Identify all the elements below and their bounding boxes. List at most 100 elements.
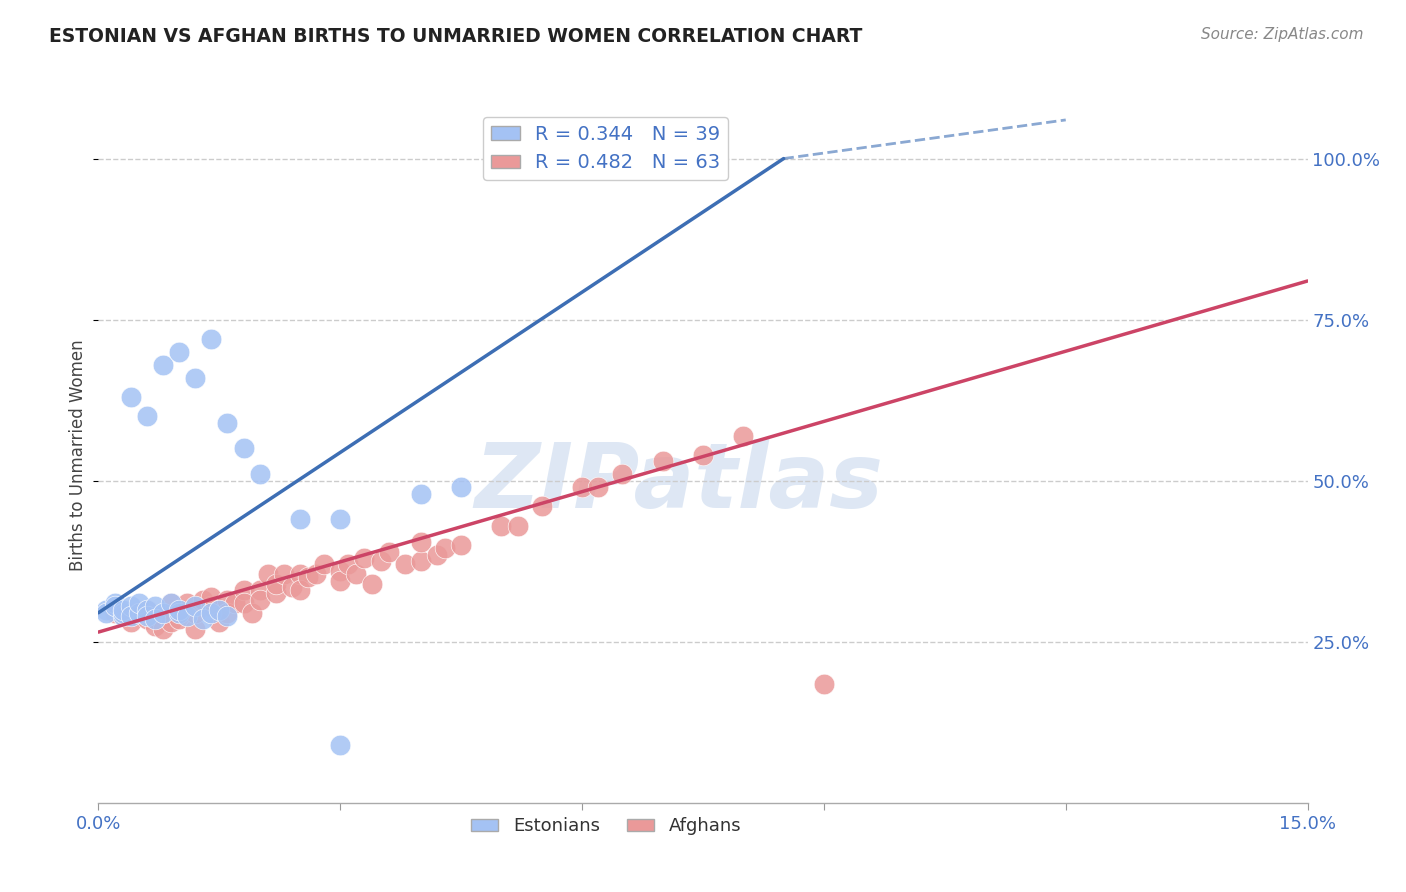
Point <box>217 606 239 620</box>
Point <box>167 602 190 616</box>
Point <box>232 583 254 598</box>
Point <box>167 344 190 359</box>
Point <box>128 606 150 620</box>
Point <box>135 409 157 424</box>
Point <box>208 615 231 630</box>
Point <box>249 467 271 482</box>
Text: Source: ZipAtlas.com: Source: ZipAtlas.com <box>1201 27 1364 42</box>
Point <box>184 370 207 384</box>
Text: ZIPatlas: ZIPatlas <box>474 439 883 527</box>
Point <box>288 512 311 526</box>
Point <box>273 567 295 582</box>
Point <box>167 606 190 620</box>
Point <box>409 554 432 568</box>
Point <box>135 609 157 624</box>
Point <box>249 592 271 607</box>
Point <box>103 599 125 614</box>
Point <box>281 580 304 594</box>
Point <box>120 609 142 624</box>
Point <box>329 512 352 526</box>
Point <box>733 428 755 442</box>
Point <box>612 467 634 482</box>
Point <box>224 596 246 610</box>
Point <box>152 622 174 636</box>
Point <box>232 596 254 610</box>
Point <box>128 596 150 610</box>
Point <box>232 442 254 456</box>
Point <box>409 534 432 549</box>
Point <box>240 606 263 620</box>
Point <box>103 606 125 620</box>
Point <box>337 558 360 572</box>
Point <box>361 576 384 591</box>
Point <box>208 602 231 616</box>
Point <box>143 612 166 626</box>
Point <box>370 554 392 568</box>
Point <box>344 567 367 582</box>
Point <box>506 518 529 533</box>
Point <box>297 570 319 584</box>
Point <box>426 548 449 562</box>
Point <box>353 551 375 566</box>
Point <box>450 538 472 552</box>
Point <box>96 606 118 620</box>
Point <box>160 615 183 630</box>
Point <box>434 541 457 556</box>
Point <box>111 602 134 616</box>
Point <box>193 612 215 626</box>
Point <box>249 583 271 598</box>
Point <box>217 609 239 624</box>
Point <box>208 602 231 616</box>
Point <box>184 606 207 620</box>
Point <box>288 583 311 598</box>
Point <box>651 454 673 468</box>
Point <box>184 599 207 614</box>
Point <box>692 448 714 462</box>
Point <box>152 609 174 624</box>
Point <box>176 609 198 624</box>
Point <box>217 592 239 607</box>
Point <box>184 622 207 636</box>
Point <box>329 564 352 578</box>
Point <box>409 486 432 500</box>
Point <box>305 567 328 582</box>
Point <box>571 480 593 494</box>
Point <box>288 567 311 582</box>
Point <box>200 599 222 614</box>
Point <box>491 518 513 533</box>
Point <box>200 332 222 346</box>
Text: ESTONIAN VS AFGHAN BIRTHS TO UNMARRIED WOMEN CORRELATION CHART: ESTONIAN VS AFGHAN BIRTHS TO UNMARRIED W… <box>49 27 863 45</box>
Point <box>160 596 183 610</box>
Point <box>103 596 125 610</box>
Point <box>176 596 198 610</box>
Point <box>120 615 142 630</box>
Point <box>200 606 222 620</box>
Point <box>135 602 157 616</box>
Point <box>329 574 352 588</box>
Point <box>111 609 134 624</box>
Point <box>120 599 142 614</box>
Point <box>813 676 835 690</box>
Point <box>394 558 416 572</box>
Point <box>256 567 278 582</box>
Point <box>586 480 609 494</box>
Point <box>120 390 142 404</box>
Point <box>128 606 150 620</box>
Point <box>143 618 166 632</box>
Legend: Estonians, Afghans: Estonians, Afghans <box>464 810 748 842</box>
Point <box>450 480 472 494</box>
Point <box>264 586 287 600</box>
Point <box>111 606 134 620</box>
Point <box>200 590 222 604</box>
Point <box>377 544 399 558</box>
Point <box>160 596 183 610</box>
Point <box>143 599 166 614</box>
Point <box>152 358 174 372</box>
Point <box>96 602 118 616</box>
Point <box>111 609 134 624</box>
Point <box>167 612 190 626</box>
Point <box>152 606 174 620</box>
Point <box>530 500 553 514</box>
Point <box>329 738 352 752</box>
Point <box>264 576 287 591</box>
